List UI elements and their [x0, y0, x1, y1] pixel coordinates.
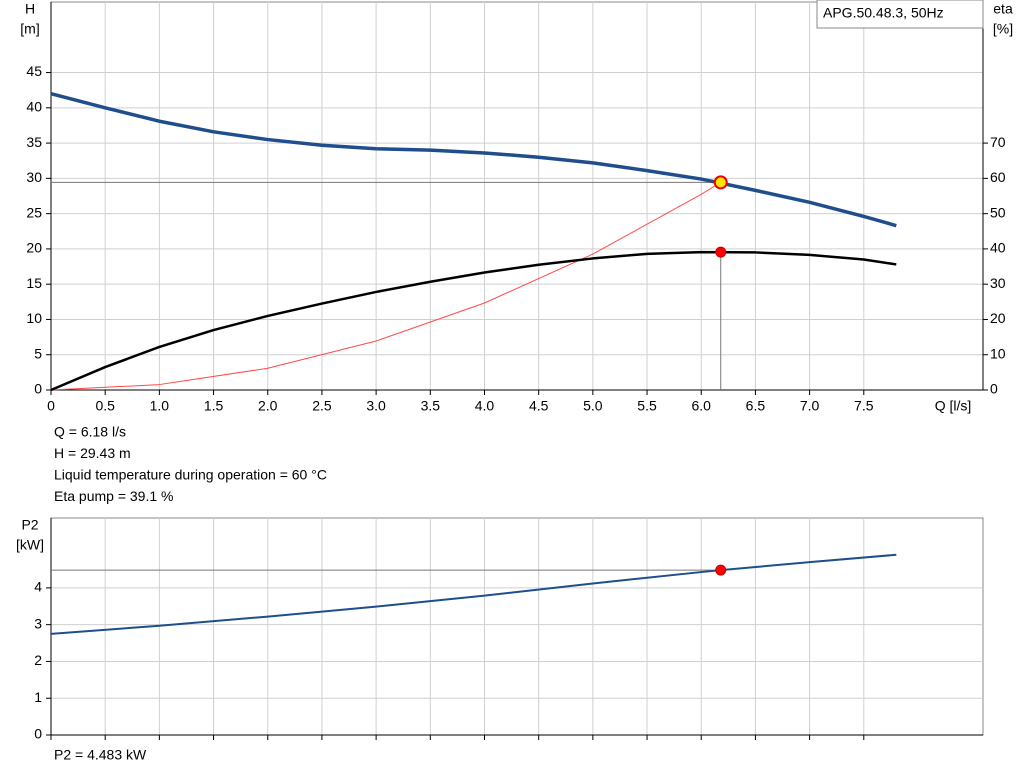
x-tick-label: 1.0 — [150, 398, 170, 414]
y2-tick-label: 10 — [990, 345, 1006, 361]
y-tick-label: 35 — [26, 134, 42, 150]
annotation: P2 = 4.483 kW — [54, 747, 147, 763]
plot-frame — [50, 1, 984, 391]
y2-tick-label: 70 — [990, 134, 1006, 150]
y2-tick-label: 60 — [990, 169, 1006, 185]
y2-tick-label: 50 — [990, 204, 1006, 220]
x-tick-label: 7.0 — [800, 398, 820, 414]
y-tick-label: 20 — [26, 240, 42, 256]
curve-0-0 — [50, 181, 722, 391]
x-tick-label: 2.0 — [258, 398, 278, 414]
y-axis-title: P2 — [21, 517, 38, 533]
y-axis-title: H — [25, 1, 35, 17]
x-tick-label: 3.5 — [421, 398, 441, 414]
x-tick-label: 6.5 — [746, 398, 766, 414]
y2-tick-label: 20 — [990, 310, 1006, 326]
duty-point — [715, 564, 727, 576]
x-tick-label: 5.0 — [583, 398, 603, 414]
curve-0-1 — [50, 250, 897, 392]
duty-point-eta — [715, 246, 727, 258]
plot-frame — [50, 517, 984, 736]
x-tick-label: 7.5 — [854, 398, 874, 414]
y-tick-label: 5 — [34, 345, 42, 361]
annotation: Eta pump = 39.1 % — [54, 488, 173, 504]
y-tick-label: 0 — [34, 381, 42, 397]
y-tick-label: 30 — [26, 169, 42, 185]
curve-1-0 — [50, 553, 897, 635]
y-tick-label: 25 — [26, 204, 42, 220]
x-tick-label: 3.0 — [366, 398, 386, 414]
x-tick-label: 2.5 — [312, 398, 332, 414]
x-tick-label: 0.5 — [95, 398, 115, 414]
y2-tick-label: 30 — [990, 275, 1006, 291]
y-tick-label: 3 — [34, 615, 42, 631]
y2-tick-label: 0 — [990, 381, 998, 397]
y-tick-label: 1 — [34, 689, 42, 705]
y2-axis-unit: [%] — [993, 21, 1013, 37]
annotation: Liquid temperature during operation = 60… — [54, 467, 327, 483]
duty-point — [713, 175, 728, 190]
y-tick-label: 4 — [34, 579, 42, 595]
x-tick-label: 1.5 — [204, 398, 224, 414]
y-tick-label: 40 — [26, 99, 42, 115]
x-tick-label: 5.5 — [637, 398, 657, 414]
y-tick-label: 45 — [26, 63, 42, 79]
legend-title: APG.50.48.3, 50Hz — [823, 5, 944, 21]
y-axis-unit: [m] — [20, 21, 39, 37]
y-tick-label: 0 — [34, 726, 42, 742]
x-tick-label: 4.0 — [475, 398, 495, 414]
y-tick-label: 15 — [26, 275, 42, 291]
annotation: H = 29.43 m — [54, 445, 131, 461]
x-axis-title: Q [l/s] — [935, 398, 972, 414]
legend-box — [816, 0, 984, 29]
x-tick-label: 4.5 — [529, 398, 549, 414]
y2-tick-label: 40 — [990, 240, 1006, 256]
curve-0-2 — [50, 92, 897, 228]
y-axis-unit: [kW] — [16, 537, 44, 553]
y2-axis-title: eta — [993, 1, 1013, 17]
x-tick-label: 6.0 — [691, 398, 711, 414]
y-tick-label: 2 — [34, 652, 42, 668]
y-tick-label: 10 — [26, 310, 42, 326]
x-tick-label: 0 — [47, 398, 55, 414]
annotation: Q = 6.18 l/s — [54, 424, 126, 440]
